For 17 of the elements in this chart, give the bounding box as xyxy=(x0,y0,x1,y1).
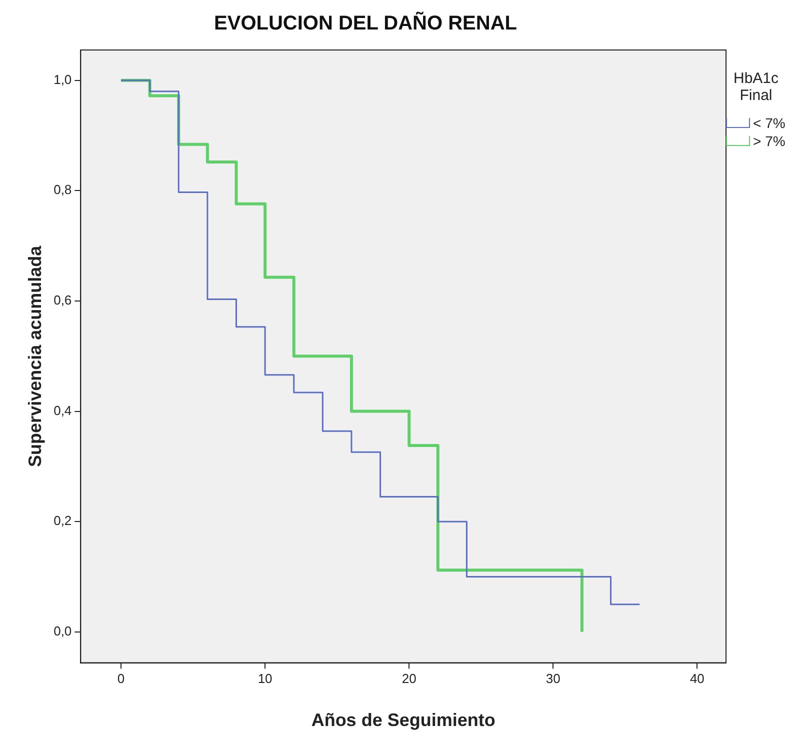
legend-label: > 7% xyxy=(753,133,786,149)
y-tick-label: 0,0 xyxy=(54,623,72,638)
y-tick-label: 0,8 xyxy=(54,182,72,198)
y-tick-label: 0,6 xyxy=(54,292,72,308)
x-tick-label: 10 xyxy=(258,671,272,686)
y-axis-title: Supervivencia acumulada xyxy=(24,244,45,467)
x-tick-label: 30 xyxy=(546,671,560,686)
chart-title: EVOLUCION DEL DAÑO RENAL xyxy=(214,12,517,35)
x-tick-label: 40 xyxy=(690,671,704,686)
y-tick-label: 1,0 xyxy=(54,72,72,87)
legend-title: HbA1c Final xyxy=(732,70,780,104)
y-tick-label: 0,2 xyxy=(54,513,72,528)
x-axis-title: Años de Seguimiento xyxy=(311,710,496,730)
legend-label: < 7% xyxy=(753,115,786,131)
x-tick-label: 20 xyxy=(402,671,416,686)
x-tick-label: 0 xyxy=(117,671,125,686)
y-tick-label: 0,4 xyxy=(54,402,72,418)
